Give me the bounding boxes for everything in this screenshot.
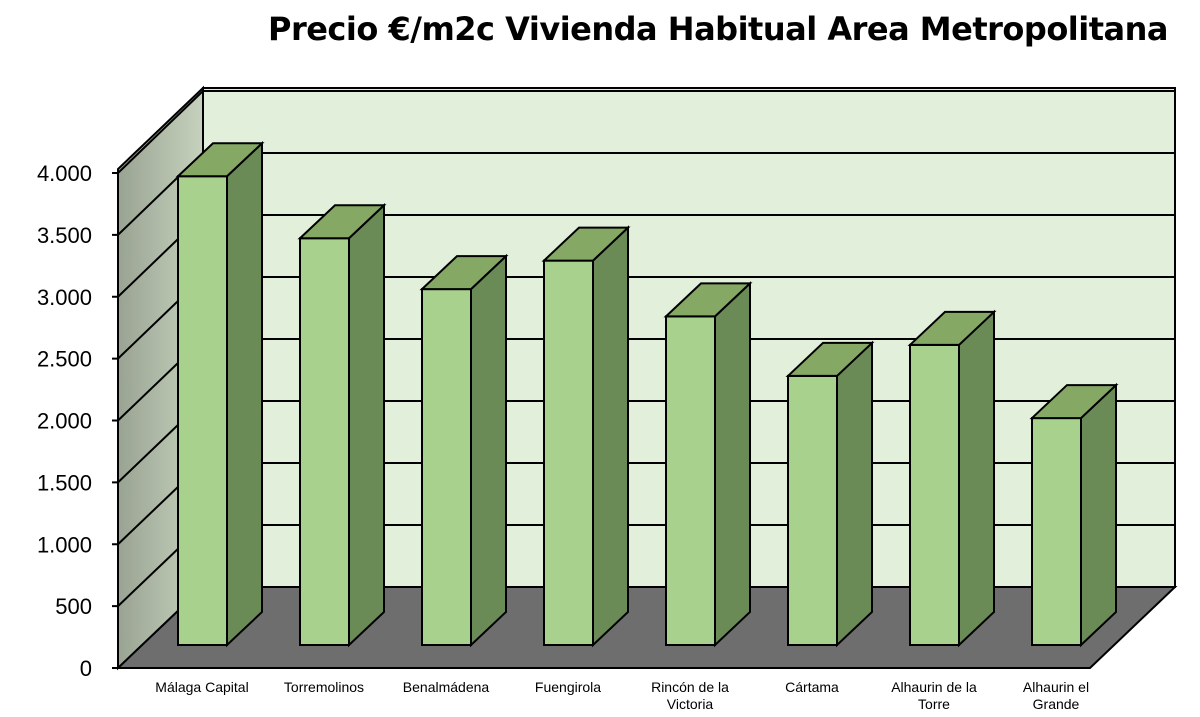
bar-top: [1029, 384, 1119, 420]
bar-side: [226, 140, 263, 648]
x-tick-label: Benalmádena: [403, 679, 490, 695]
bar-front: [787, 374, 838, 646]
bar-side: [714, 281, 751, 648]
bar-front: [543, 259, 594, 646]
bar-side: [470, 253, 507, 648]
x-tick-label: Victoria: [667, 696, 714, 712]
bar-top: [541, 226, 631, 262]
x-tick-label: Torre: [918, 696, 950, 712]
x-tick-label: Alhaurin de la: [891, 679, 977, 695]
bar-front: [665, 315, 716, 646]
y-tick-label: 2.500: [37, 347, 92, 372]
bar-top: [663, 282, 753, 318]
x-tick-label: Málaga Capital: [155, 679, 248, 695]
bar-side: [348, 202, 385, 648]
x-tick-label: Cártama: [785, 679, 839, 695]
y-tick-label: 1.500: [37, 470, 92, 495]
bar-top: [297, 204, 387, 240]
y-tick-label: 0: [80, 656, 92, 681]
bar-side: [836, 340, 873, 648]
x-tick-label: Fuengirola: [535, 679, 601, 695]
bar-front: [177, 175, 228, 646]
x-tick-label: Torremolinos: [284, 679, 364, 695]
bar-top: [785, 341, 875, 377]
y-tick-label: 2.000: [37, 409, 92, 434]
x-tick-label: Alhaurin el: [1023, 679, 1089, 695]
bar-front: [299, 237, 350, 646]
bar-side: [1080, 382, 1117, 648]
bar-top: [175, 142, 265, 178]
x-tick-label: Rincón de la: [651, 679, 729, 695]
floor: [115, 586, 1178, 669]
x-tick-label: Grande: [1033, 696, 1080, 712]
chart-title: Precio €/m2c Vivienda Habitual Area Metr…: [267, 10, 1169, 48]
bar-front: [1031, 417, 1082, 646]
y-tick-label: 4.000: [37, 161, 92, 186]
y-tick-label: 3.000: [37, 285, 92, 310]
y-tick-label: 1.000: [37, 532, 92, 557]
bar-top: [907, 310, 997, 346]
bar-side: [958, 309, 995, 648]
bar-top: [419, 255, 509, 291]
bar-side: [592, 225, 629, 648]
bar-front: [421, 288, 472, 646]
bar-front: [909, 343, 960, 646]
gridline-side: [117, 90, 204, 174]
y-tick-label: 3.500: [37, 223, 92, 248]
y-tick-label: 500: [55, 594, 92, 619]
